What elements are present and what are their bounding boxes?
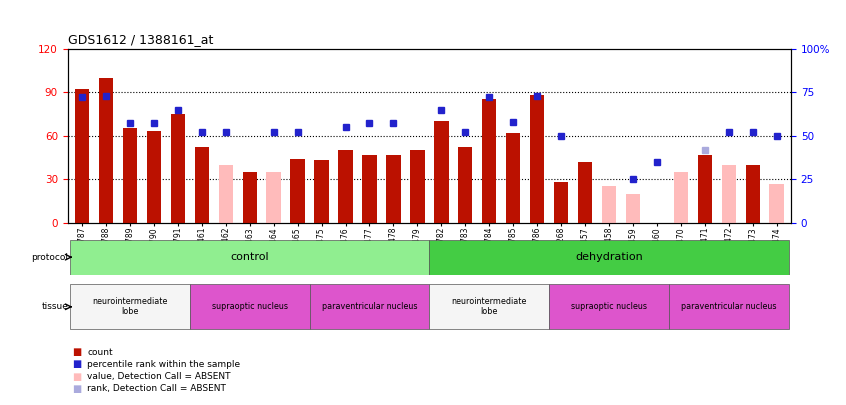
- Bar: [770, 183, 784, 223]
- Text: neurointermediate
lobe: neurointermediate lobe: [452, 297, 527, 316]
- Bar: [266, 172, 281, 223]
- Text: neurointermediate
lobe: neurointermediate lobe: [92, 297, 168, 316]
- Text: control: control: [230, 252, 269, 262]
- Bar: [626, 194, 640, 223]
- Text: ■: ■: [72, 384, 81, 394]
- Bar: [530, 95, 544, 223]
- Bar: [195, 147, 209, 223]
- Text: dehydration: dehydration: [575, 252, 643, 262]
- Bar: [310, 284, 429, 329]
- Text: ■: ■: [72, 347, 81, 357]
- Bar: [673, 172, 688, 223]
- Bar: [290, 159, 305, 223]
- Bar: [123, 128, 137, 223]
- Text: supraoptic nucleus: supraoptic nucleus: [571, 302, 647, 311]
- Bar: [554, 182, 569, 223]
- Text: GDS1612 / 1388161_at: GDS1612 / 1388161_at: [68, 33, 213, 46]
- Bar: [362, 155, 376, 223]
- Bar: [190, 284, 310, 329]
- Bar: [745, 165, 760, 223]
- Bar: [410, 150, 425, 223]
- Bar: [315, 160, 329, 223]
- Bar: [338, 150, 353, 223]
- Bar: [698, 155, 712, 223]
- Bar: [74, 89, 89, 223]
- Bar: [458, 147, 472, 223]
- Text: ■: ■: [72, 372, 81, 382]
- Bar: [669, 284, 788, 329]
- Bar: [429, 284, 549, 329]
- Text: tissue: tissue: [41, 302, 69, 311]
- Text: percentile rank within the sample: percentile rank within the sample: [87, 360, 240, 369]
- Bar: [171, 114, 185, 223]
- Bar: [146, 131, 161, 223]
- Bar: [429, 240, 788, 275]
- Bar: [434, 121, 448, 223]
- Bar: [578, 162, 592, 223]
- Text: count: count: [87, 348, 113, 357]
- Text: supraoptic nucleus: supraoptic nucleus: [212, 302, 288, 311]
- Text: ■: ■: [72, 360, 81, 369]
- Text: paraventricular nucleus: paraventricular nucleus: [321, 302, 417, 311]
- Bar: [549, 284, 669, 329]
- Bar: [602, 186, 616, 223]
- Bar: [243, 172, 257, 223]
- Bar: [218, 165, 233, 223]
- Text: paraventricular nucleus: paraventricular nucleus: [681, 302, 777, 311]
- Bar: [99, 78, 113, 223]
- Bar: [387, 155, 401, 223]
- Text: protocol: protocol: [31, 253, 69, 262]
- Bar: [506, 133, 520, 223]
- Text: value, Detection Call = ABSENT: value, Detection Call = ABSENT: [87, 372, 231, 381]
- Bar: [482, 99, 497, 223]
- Bar: [722, 165, 736, 223]
- Bar: [70, 240, 429, 275]
- Text: rank, Detection Call = ABSENT: rank, Detection Call = ABSENT: [87, 384, 226, 393]
- Bar: [70, 284, 190, 329]
